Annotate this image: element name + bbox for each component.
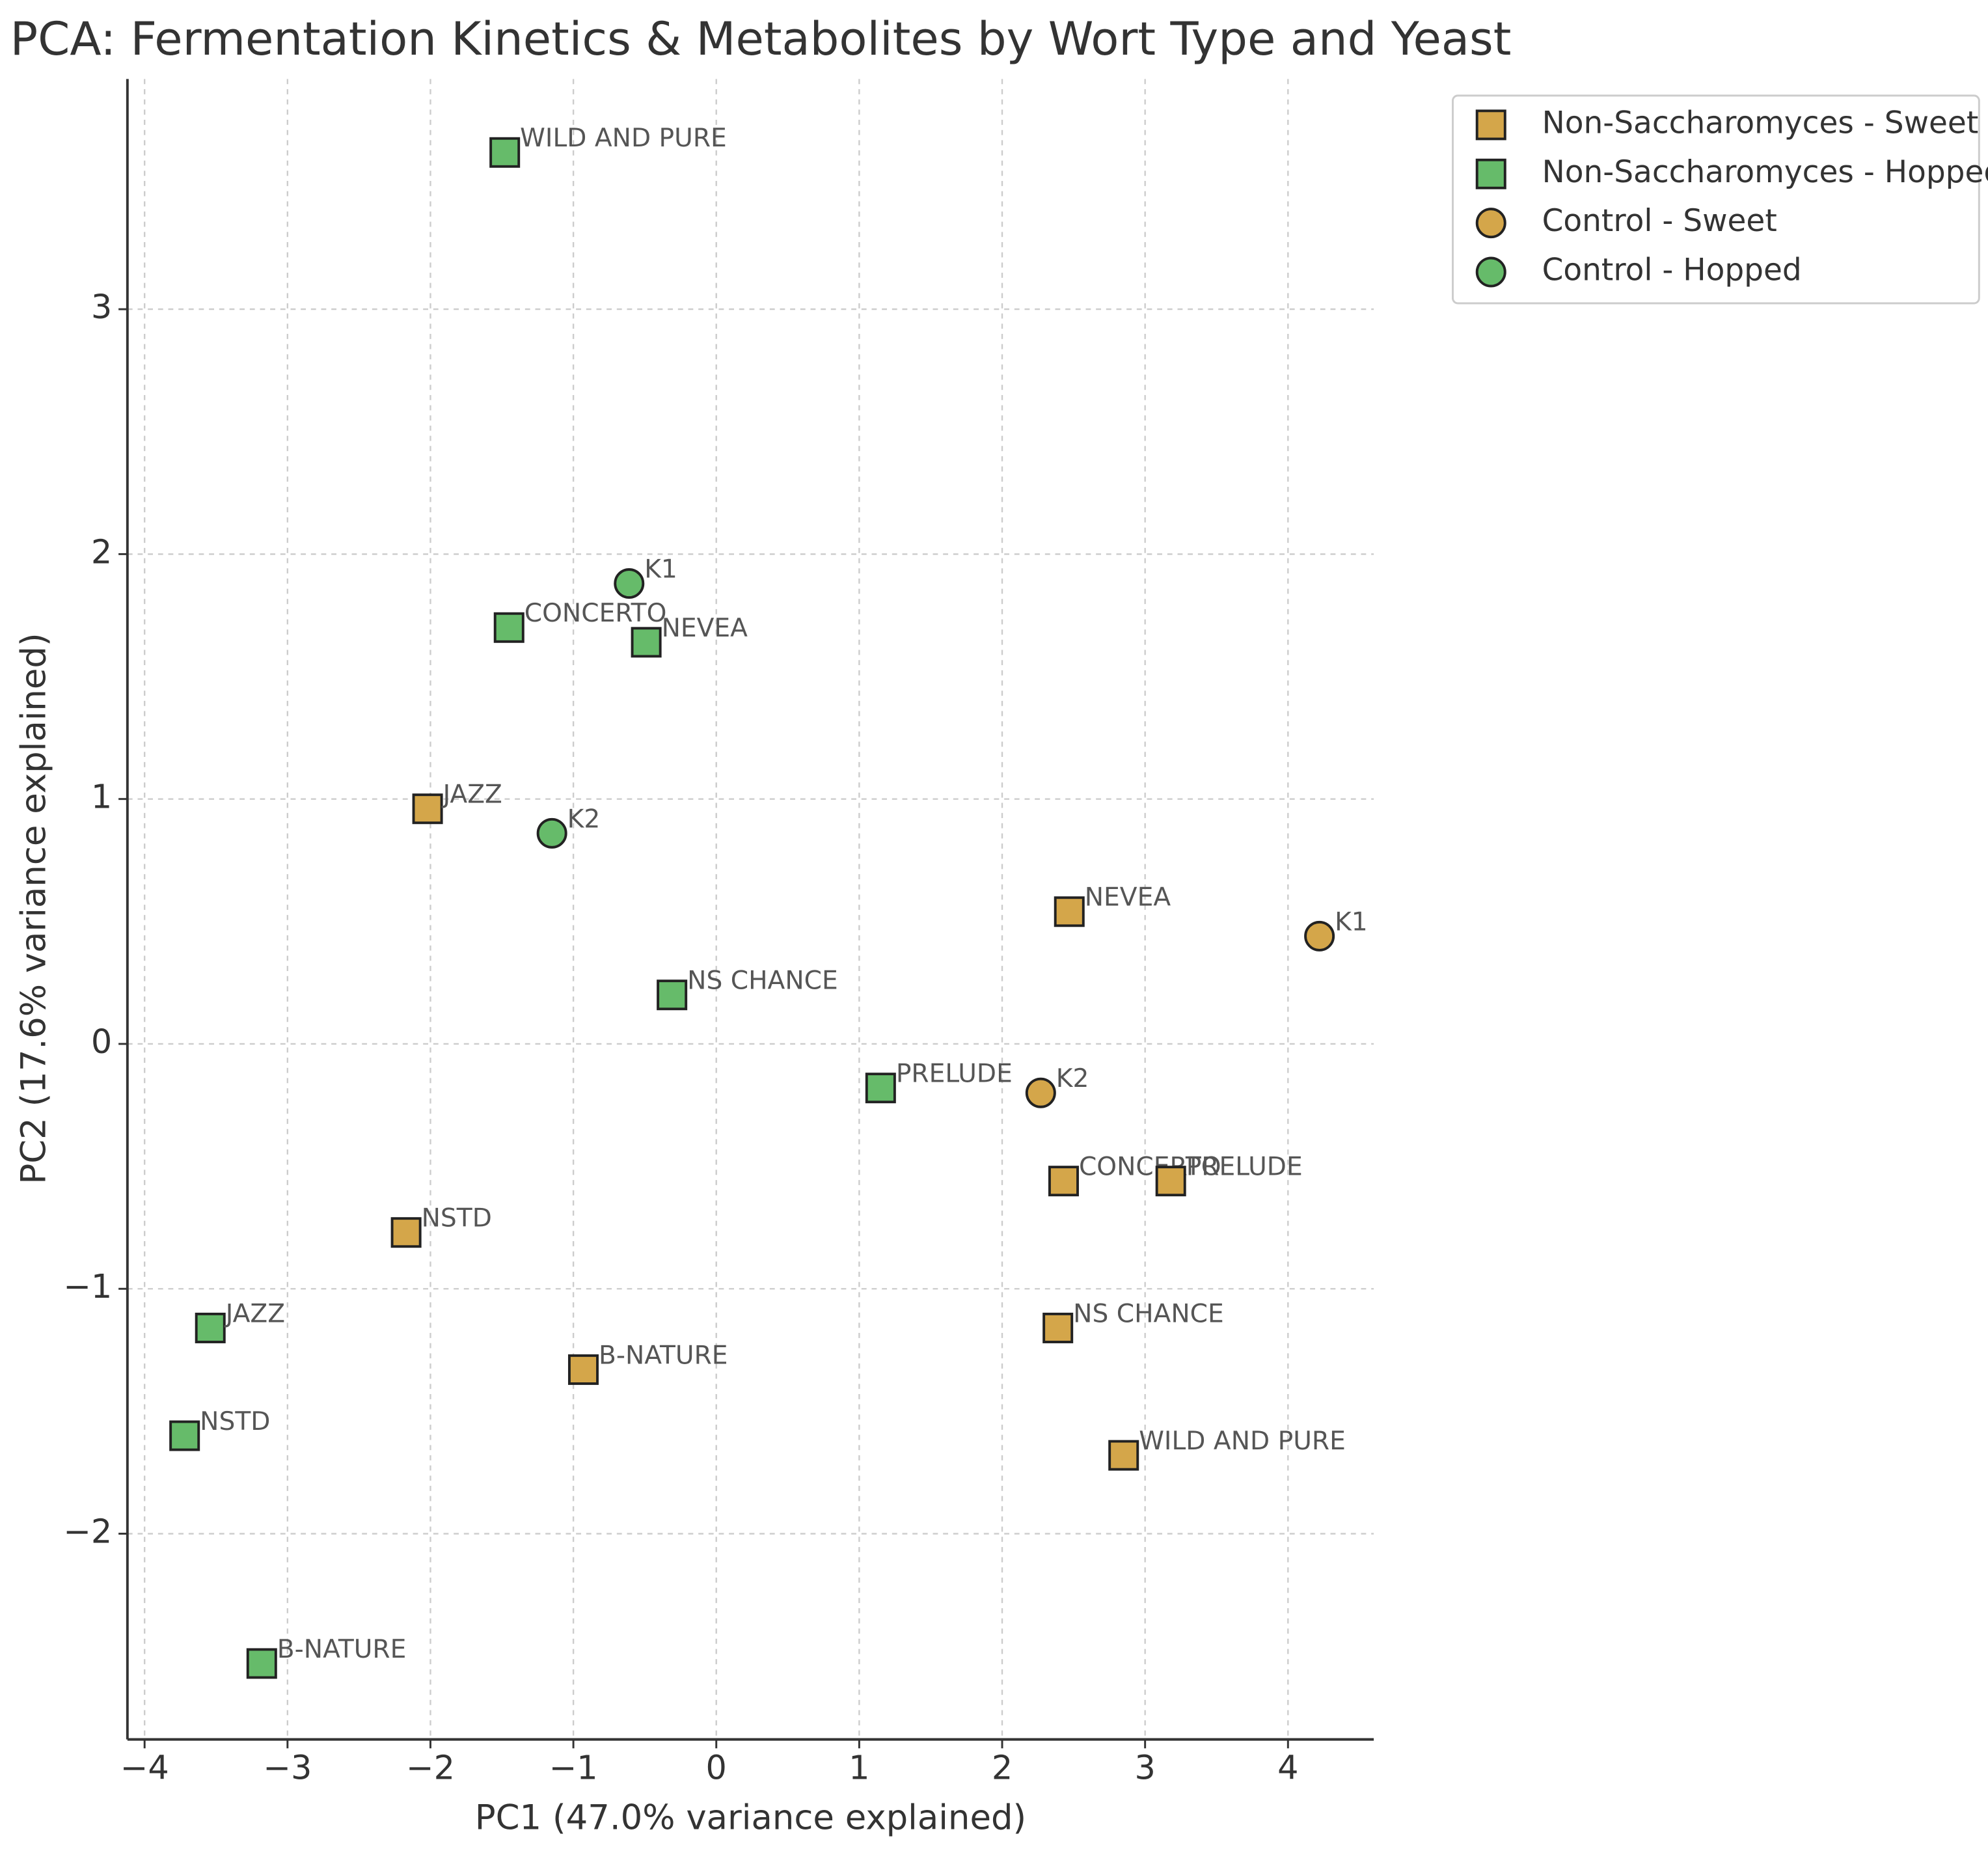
point-label: NS CHANCE <box>1073 1299 1224 1328</box>
y-tick-label: 3 <box>91 288 112 327</box>
point-label: PRELUDE <box>896 1060 1013 1089</box>
y-tick-label: 2 <box>91 533 112 571</box>
point-label: K1 <box>644 555 677 584</box>
legend-label: Non-Saccharomyces - Sweet <box>1542 105 1979 141</box>
legend-marker <box>1475 109 1506 141</box>
point-label: K2 <box>1056 1064 1089 1093</box>
point <box>1048 1166 1079 1197</box>
point <box>614 568 645 599</box>
y-tick-label: −1 <box>63 1268 112 1306</box>
point <box>412 793 443 825</box>
point <box>1054 896 1085 927</box>
legend-marker <box>1475 256 1506 288</box>
point <box>246 1648 277 1679</box>
point-label: NSTD <box>200 1407 270 1436</box>
point-label: K2 <box>567 804 601 834</box>
point-label: WILD AND PURE <box>1139 1427 1346 1456</box>
x-tick-label: 3 <box>1134 1749 1155 1788</box>
x-tick-label: 4 <box>1277 1749 1298 1788</box>
point <box>169 1420 200 1451</box>
legend-marker <box>1475 208 1506 239</box>
point <box>1042 1312 1074 1343</box>
point <box>567 1354 599 1385</box>
point <box>489 137 521 168</box>
chart-title: PCA: Fermentation Kinetics & Metabolites… <box>10 12 1512 66</box>
point-label: NSTD <box>422 1204 492 1233</box>
point-label: NEVEA <box>662 614 748 643</box>
x-tick-label: 0 <box>706 1749 727 1788</box>
point <box>865 1073 896 1104</box>
point-label: JAZZ <box>441 780 502 810</box>
legend-box <box>1452 94 1980 305</box>
point <box>657 979 688 1011</box>
legend-marker <box>1475 158 1506 189</box>
point-label: JAZZ <box>224 1299 285 1328</box>
point-label: PRELUDE <box>1186 1153 1303 1182</box>
y-tick-label: −2 <box>63 1513 112 1552</box>
point <box>390 1217 422 1248</box>
point <box>195 1312 226 1343</box>
point-label: WILD AND PURE <box>520 124 727 153</box>
point-label: K1 <box>1335 907 1368 937</box>
x-tick-label: 2 <box>992 1749 1013 1788</box>
x-tick-label: 1 <box>849 1749 869 1788</box>
point-label: B-NATURE <box>599 1341 728 1370</box>
x-tick-label: −3 <box>263 1749 312 1788</box>
point-label: B-NATURE <box>277 1635 407 1664</box>
x-tick-label: −2 <box>406 1749 455 1788</box>
x-axis-label: PC1 (47.0% variance explained) <box>475 1798 1026 1838</box>
y-tick-label: 1 <box>91 778 112 817</box>
point-label: NEVEA <box>1085 883 1171 912</box>
point <box>493 612 524 643</box>
x-tick-label: −1 <box>549 1749 598 1788</box>
y-tick-label: 0 <box>91 1023 112 1061</box>
x-tick-label: −4 <box>120 1749 169 1788</box>
point-label: CONCERTO <box>1079 1153 1221 1182</box>
point <box>1304 920 1335 952</box>
y-axis-label: PC2 (17.6% variance explained) <box>14 633 53 1184</box>
point <box>1155 1166 1186 1197</box>
point <box>631 627 662 658</box>
legend-label: Control - Sweet <box>1542 203 1777 239</box>
legend-label: Control - Hopped <box>1542 253 1802 288</box>
point-label: CONCERTO <box>524 599 667 628</box>
point <box>1108 1440 1139 1471</box>
legend-label: Non-Saccharomyces - Hopped <box>1542 154 1988 190</box>
point-label: NS CHANCE <box>687 966 838 996</box>
point <box>536 817 567 849</box>
point <box>1025 1077 1056 1108</box>
